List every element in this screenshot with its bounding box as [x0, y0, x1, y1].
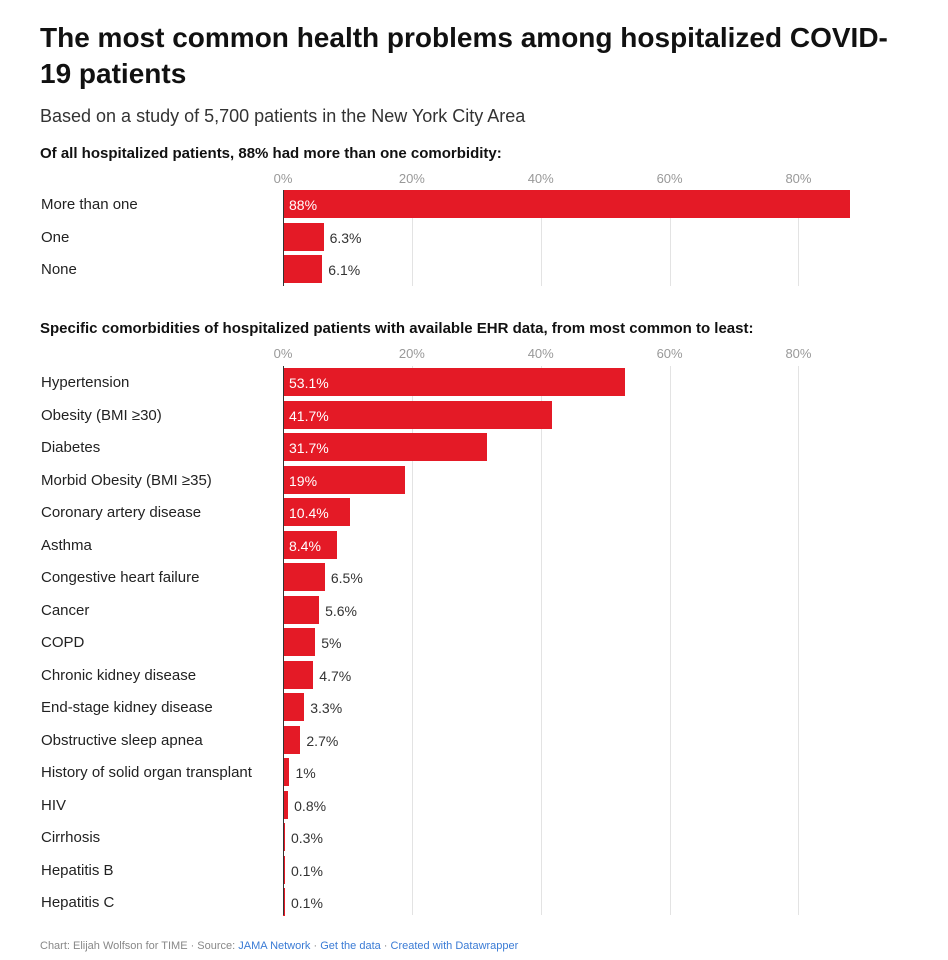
category-label: COPD: [41, 634, 85, 651]
value-label: 10.4%: [289, 505, 329, 521]
get-data-link[interactable]: Get the data: [320, 940, 381, 952]
bar: [283, 758, 290, 786]
bar: [283, 563, 325, 591]
x-tick-label: 60%: [656, 346, 683, 361]
value-label: 8.4%: [289, 537, 321, 554]
bar: [283, 222, 324, 251]
bar: [283, 530, 338, 559]
value-label: 6.3%: [329, 229, 362, 246]
x-tick-label: 60%: [656, 171, 683, 186]
bar: [283, 400, 552, 429]
gridline: [798, 190, 800, 286]
bar: [283, 628, 316, 656]
value-label: 0.1%: [291, 862, 323, 879]
gridline: [411, 366, 413, 915]
zero-axis: [283, 190, 284, 286]
x-tick-label: 20%: [398, 171, 425, 186]
x-tick-label: 40%: [527, 346, 554, 361]
category-label: End-stage kidney disease: [41, 699, 213, 716]
source-link[interactable]: JAMA Network: [238, 940, 311, 952]
value-label: 0.3%: [291, 830, 323, 846]
chart-subtitle: Based on a study of 5,700 patients in th…: [40, 106, 526, 126]
value-label: 53.1%: [289, 375, 329, 391]
category-label: Congestive heart failure: [41, 569, 200, 586]
value-label: 31.7%: [289, 440, 329, 456]
value-label: 0.1%: [291, 895, 323, 911]
category-label: Hepatitis B: [41, 861, 114, 879]
bar: [283, 595, 320, 624]
gridline: [540, 190, 542, 286]
bar: [283, 368, 626, 396]
datawrapper-link[interactable]: Created with Datawrapper: [390, 940, 519, 952]
footer: Chart: Elijah Wolfson for TIME · Source:…: [40, 940, 519, 952]
gridline: [411, 190, 413, 286]
category-label: Asthma: [41, 536, 92, 554]
category-label: Cirrhosis: [41, 829, 101, 846]
value-label: 88%: [289, 197, 318, 213]
bar: [283, 823, 285, 851]
category-label: Obesity (BMI ≥30): [41, 406, 162, 424]
bar: [283, 693, 305, 721]
x-tick-label: 80%: [785, 346, 812, 361]
x-tick-label: 80%: [785, 171, 812, 186]
value-label: 41.7%: [289, 407, 329, 424]
value-label: 6.5%: [330, 570, 363, 586]
bar: [283, 190, 850, 218]
chart-title: The most common health problems among ho…: [40, 22, 888, 89]
value-label: 5%: [321, 635, 342, 651]
bar: [283, 888, 285, 916]
value-label: 6.1%: [328, 262, 361, 278]
value-label: 0.8%: [294, 797, 327, 814]
category-label: Coronary artery disease: [41, 504, 202, 521]
category-label: Hypertension: [41, 374, 130, 391]
section2-title: Specific comorbidities of hospitalized p…: [40, 320, 754, 337]
bar: [283, 725, 301, 754]
category-label: Chronic kidney disease: [41, 666, 197, 684]
category-label: Hepatitis C: [41, 894, 115, 911]
value-label: 1%: [295, 765, 316, 781]
gridline: [798, 366, 800, 915]
category-label: Diabetes: [41, 439, 101, 456]
gridline: [669, 190, 671, 286]
gridline: [540, 366, 542, 915]
bar: [283, 255, 323, 283]
footer-credit: Chart: Elijah Wolfson for TIME · Source:: [40, 940, 239, 952]
value-label: 3.3%: [310, 700, 343, 716]
category-label: History of solid organ transplant: [41, 764, 252, 781]
x-tick-label: 40%: [527, 171, 554, 186]
category-label: HIV: [41, 796, 67, 814]
value-label: 4.7%: [319, 667, 352, 684]
bar: [283, 790, 289, 819]
section1-title: Of all hospitalized patients, 88% had mo…: [40, 145, 502, 162]
x-tick-label: 0%: [273, 171, 293, 186]
category-label: None: [41, 261, 77, 278]
bar: [283, 855, 285, 884]
bar: [283, 465, 406, 494]
zero-axis: [283, 366, 284, 915]
value-label: 19%: [289, 472, 318, 489]
bar: [283, 498, 350, 526]
category-label: Cancer: [41, 601, 90, 619]
x-tick-label: 0%: [273, 346, 293, 361]
value-label: 2.7%: [306, 732, 339, 749]
category-label: Obstructive sleep apnea: [41, 731, 203, 749]
bar: [283, 660, 314, 689]
category-label: More than one: [41, 196, 138, 213]
category-label: One: [41, 228, 70, 246]
value-label: 5.6%: [325, 602, 357, 619]
bar: [283, 433, 488, 461]
x-tick-label: 20%: [398, 346, 425, 361]
gridline: [669, 366, 671, 915]
category-label: Morbid Obesity (BMI ≥35): [41, 471, 212, 489]
